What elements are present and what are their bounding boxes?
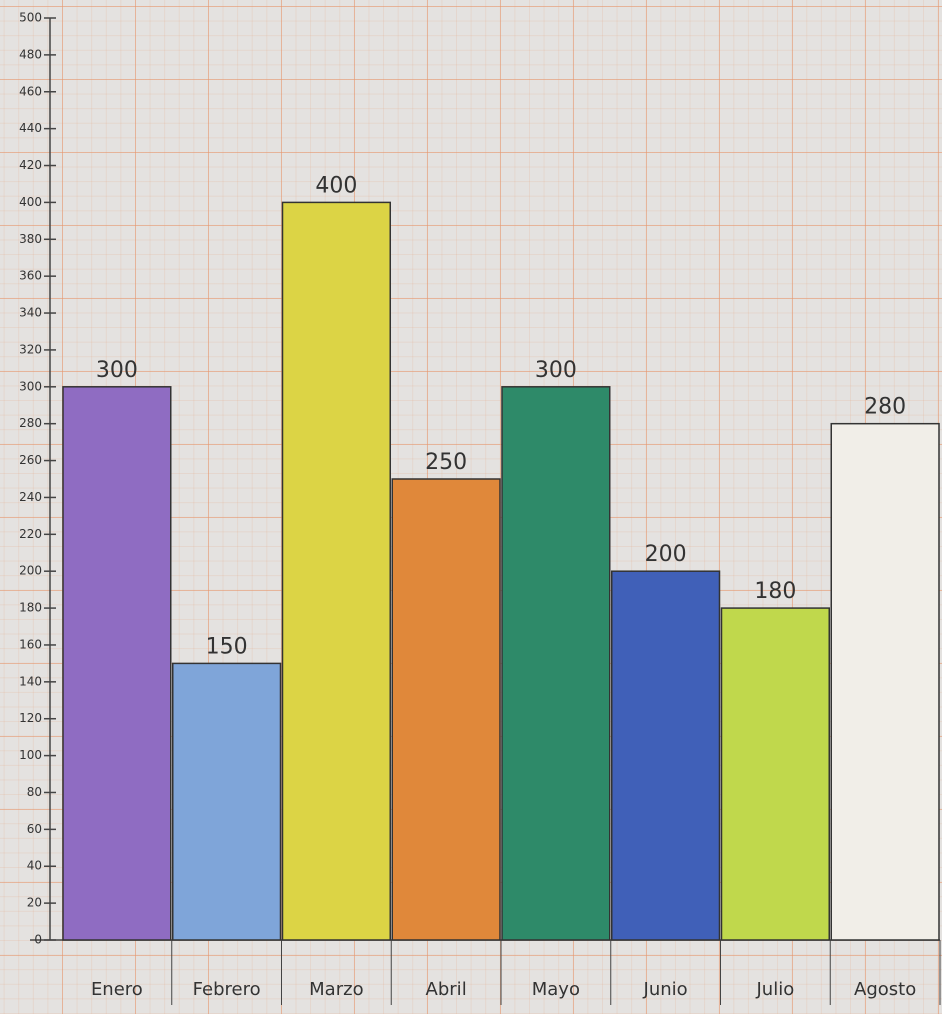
y-tick-label: 380: [19, 232, 42, 246]
bar: [283, 202, 391, 940]
y-tick-label: 360: [19, 269, 42, 283]
value-label: 250: [425, 450, 467, 475]
y-tick-label: 60: [27, 822, 42, 836]
y-tick-label: 300: [19, 379, 42, 393]
y-tick-label: 100: [19, 748, 42, 762]
y-tick-label: 440: [19, 121, 42, 135]
y-tick-label: 220: [19, 527, 42, 541]
x-tick-label: Mayo: [532, 979, 580, 1000]
y-tick-label: 0: [34, 933, 42, 947]
y-tick-label: 160: [19, 637, 42, 651]
y-tick-label: 340: [19, 306, 42, 320]
bar: [502, 387, 610, 940]
value-label: 300: [96, 358, 138, 383]
value-label: 300: [535, 358, 577, 383]
y-tick-label: 40: [27, 859, 42, 873]
x-tick-label: Agosto: [854, 979, 916, 1000]
chart: 0 20 40 60 80 100 120 140 160 180 200 220 240 260 280 3…: [0, 0, 942, 1014]
y-tick-label: 80: [27, 785, 42, 799]
bar: [831, 424, 939, 940]
y-tick-label: 120: [19, 711, 42, 725]
bar: [612, 571, 720, 940]
page: 0 20 40 60 80 100 120 140 160 180 200 220 240 260 280 3…: [0, 0, 942, 1014]
y-tick-label: 400: [19, 195, 42, 209]
value-label: 180: [754, 579, 796, 604]
bar: [63, 387, 171, 940]
x-tick-label: Enero: [91, 979, 143, 1000]
y-tick-label: 20: [27, 896, 42, 910]
y-tick-label: 480: [19, 47, 42, 61]
y-tick-label: 320: [19, 342, 42, 356]
value-label: 200: [645, 542, 687, 567]
value-label: 150: [206, 634, 248, 659]
y-tick-label: 240: [19, 490, 42, 504]
bar: [173, 663, 281, 940]
x-tick-label: Febrero: [193, 979, 261, 1000]
y-tick-label: 200: [19, 564, 42, 578]
y-tick-label: 460: [19, 84, 42, 98]
y-tick-label: 140: [19, 674, 42, 688]
x-tick-label: Abril: [426, 979, 467, 1000]
x-tick-label: Marzo: [309, 979, 363, 1000]
y-tick-label: 260: [19, 453, 42, 467]
y-tick-label: 180: [19, 601, 42, 615]
bar: [392, 479, 500, 940]
y-tick-label: 280: [19, 416, 42, 430]
x-tick-label: Julio: [756, 979, 795, 1000]
x-tick-label: Junio: [643, 979, 688, 1000]
bar: [722, 608, 830, 940]
value-label: 400: [315, 173, 357, 198]
y-tick-label: 500: [19, 11, 42, 25]
y-tick-label: 420: [19, 158, 42, 172]
value-label: 280: [864, 395, 906, 420]
